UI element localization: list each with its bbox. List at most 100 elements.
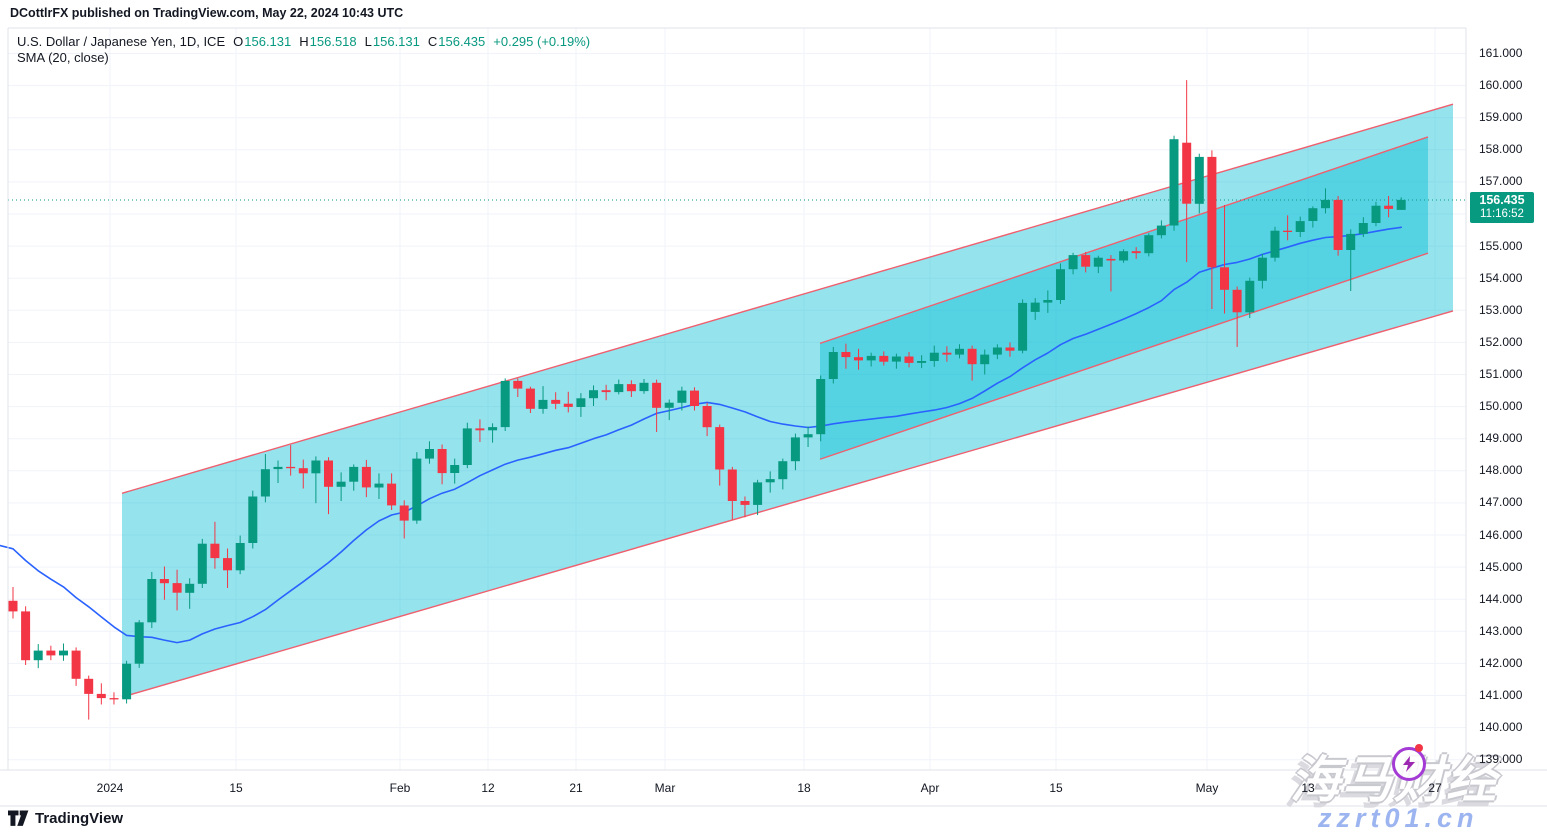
candle-body: [740, 501, 750, 505]
candle-body: [652, 382, 662, 408]
candle-body: [1030, 302, 1040, 312]
price-tick-label: 155.000: [1479, 239, 1523, 253]
sma-line[interactable]: [0, 226, 1402, 644]
time-tick-label: 2024: [96, 781, 124, 795]
candle-body: [664, 402, 674, 408]
price-tick-label: 140.000: [1479, 720, 1523, 734]
candle-body: [134, 622, 144, 664]
tradingview-logo-icon: [8, 809, 29, 828]
candle-body: [46, 650, 56, 656]
channel-bottom-line[interactable]: [819, 252, 1429, 460]
price-tick-label: 149.000: [1479, 431, 1523, 445]
candle-body: [1131, 251, 1141, 254]
candle-body: [33, 650, 43, 661]
channel-fill: [122, 104, 1453, 698]
candle-body: [59, 650, 68, 656]
price-tick-label: 157.000: [1479, 174, 1523, 188]
candle-body: [866, 355, 876, 361]
current-price: 156.435: [1479, 193, 1525, 207]
candle-body: [488, 427, 498, 431]
legend-indicator-row[interactable]: SMA (20, close): [17, 50, 590, 65]
time-tick-label: 15: [1049, 781, 1063, 795]
candle-body: [639, 382, 649, 392]
price-tick-label: 146.000: [1479, 528, 1523, 542]
candle-body: [1384, 205, 1394, 209]
candle-body: [223, 558, 232, 571]
candle-body: [917, 361, 927, 363]
bar-countdown: 11:16:52: [1480, 208, 1524, 220]
legend-symbol-row[interactable]: U.S. Dollar / Japanese Yen, 1D, ICE O156.…: [17, 34, 590, 49]
candle-body: [677, 390, 687, 403]
candle-body: [1283, 230, 1293, 232]
price-tick-label: 160.000: [1479, 78, 1523, 92]
candle-body: [399, 505, 409, 521]
parallel-channels[interactable]: [121, 103, 1454, 698]
candle-body: [273, 466, 283, 470]
candle-body: [1068, 255, 1078, 270]
candle-body: [1194, 156, 1204, 204]
candle-body: [929, 352, 939, 361]
time-tick-label: Feb: [389, 781, 411, 795]
grid: [8, 28, 1466, 770]
candle-body: [576, 398, 586, 407]
candle-body: [1043, 300, 1053, 303]
time-tick-label: 12: [481, 781, 495, 795]
candle-body: [286, 466, 296, 469]
candle-body: [235, 543, 245, 571]
candle-body: [879, 355, 889, 362]
candle-body: [1119, 251, 1129, 261]
ohlc-letter: O: [233, 34, 244, 49]
candle-body: [727, 469, 737, 501]
candle-body: [147, 579, 157, 623]
channel-bottom-line[interactable]: [121, 310, 1454, 698]
price-tick-label: 158.000: [1479, 142, 1523, 156]
price-tick-label: 151.000: [1479, 367, 1523, 381]
time-tick-label: 27: [1428, 781, 1442, 795]
candle-body: [1018, 302, 1028, 351]
candle-body: [412, 458, 422, 521]
candle-body: [563, 403, 573, 407]
chart-legend[interactable]: U.S. Dollar / Japanese Yen, 1D, ICE O156.…: [17, 34, 590, 65]
price-tick-label: 139.000: [1479, 752, 1523, 766]
chart-frame: [0, 27, 1547, 807]
price-tick-label: 143.000: [1479, 624, 1523, 638]
candle-body: [1232, 289, 1242, 313]
candle-body: [1295, 221, 1305, 232]
current-price-badge: 156.435 11:16:52: [1470, 192, 1534, 223]
candle-body: [1321, 199, 1330, 209]
time-tick-label: 21: [569, 781, 583, 795]
time-tick-label: Mar: [654, 781, 676, 795]
candle-body: [298, 468, 308, 474]
ohlc-value: 156.518: [309, 34, 357, 49]
tradingview-brand-text: TradingView: [35, 810, 124, 827]
candle-body: [210, 543, 220, 559]
candle-body: [1371, 205, 1381, 223]
candle-body: [1182, 142, 1192, 204]
channel-top-line[interactable]: [819, 136, 1429, 345]
candle-body: [96, 693, 106, 699]
price-tick-label: 144.000: [1479, 592, 1523, 606]
attribution-text: DCottlrFX published on TradingView.com, …: [10, 6, 404, 20]
candle-body: [122, 663, 132, 700]
candle-body: [71, 650, 81, 679]
price-tick-label: 153.000: [1479, 303, 1523, 317]
time-tick-label: May: [1195, 781, 1219, 795]
price-tick-label: 150.000: [1479, 399, 1523, 413]
ohlc-letter: L: [364, 34, 372, 49]
candle-body: [614, 384, 624, 393]
channel-top-line[interactable]: [121, 103, 1454, 494]
candle-body: [374, 483, 384, 488]
tradingview-footer[interactable]: TradingView: [8, 809, 123, 828]
price-tick-label: 159.000: [1479, 110, 1523, 124]
candle-body: [538, 399, 548, 409]
candle-body: [1396, 199, 1406, 210]
candle-body: [715, 427, 725, 470]
candle-body: [690, 390, 699, 406]
candlestick-series: [8, 80, 1406, 720]
candle-body: [248, 496, 258, 543]
ohlc-letter: H: [299, 34, 309, 49]
candle-body: [336, 481, 346, 487]
candle-body: [1333, 199, 1343, 250]
